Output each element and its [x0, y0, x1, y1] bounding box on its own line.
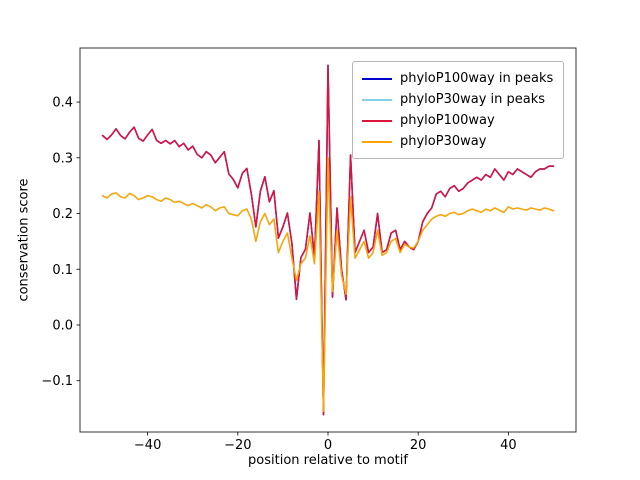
- legend-item: phyloP100way in peaks: [362, 68, 553, 89]
- x-tick-label: −20: [224, 438, 251, 453]
- y-axis-label: conservation score: [16, 178, 32, 302]
- x-tick-label: 40: [500, 438, 517, 453]
- series-line-phyloP100way: [101, 64, 555, 416]
- legend-item-label: phyloP30way in peaks: [400, 92, 546, 107]
- y-tick-label: 0.1: [52, 263, 73, 278]
- legend-line-swatch: [362, 98, 392, 101]
- x-axis-label: position relative to motif: [248, 453, 408, 468]
- legend-item-label: phyloP100way in peaks: [400, 71, 554, 86]
- y-tick-label: 0.0: [52, 318, 73, 333]
- y-tick-label: 0.2: [52, 207, 73, 222]
- legend-item: phyloP30way: [362, 131, 553, 152]
- series-line-phyloP30way: [101, 157, 555, 413]
- legend-item: phyloP100way: [362, 110, 553, 131]
- legend-item-label: phyloP30way: [400, 134, 487, 149]
- y-tick-label: −0.1: [41, 374, 73, 389]
- legend: phyloP100way in peaks phyloP30way in pea…: [352, 61, 565, 159]
- legend-item-label: phyloP100way: [400, 113, 495, 128]
- legend-line-swatch: [362, 119, 392, 122]
- legend-item: phyloP30way in peaks: [362, 89, 553, 110]
- y-tick-label: 0.4: [52, 96, 73, 111]
- x-tick-label: 0: [324, 438, 332, 453]
- x-tick-label: −40: [134, 438, 161, 453]
- legend-line-swatch: [362, 140, 392, 143]
- x-tick-label: 20: [410, 438, 427, 453]
- y-tick-label: 0.3: [52, 151, 73, 166]
- legend-line-swatch: [362, 77, 392, 80]
